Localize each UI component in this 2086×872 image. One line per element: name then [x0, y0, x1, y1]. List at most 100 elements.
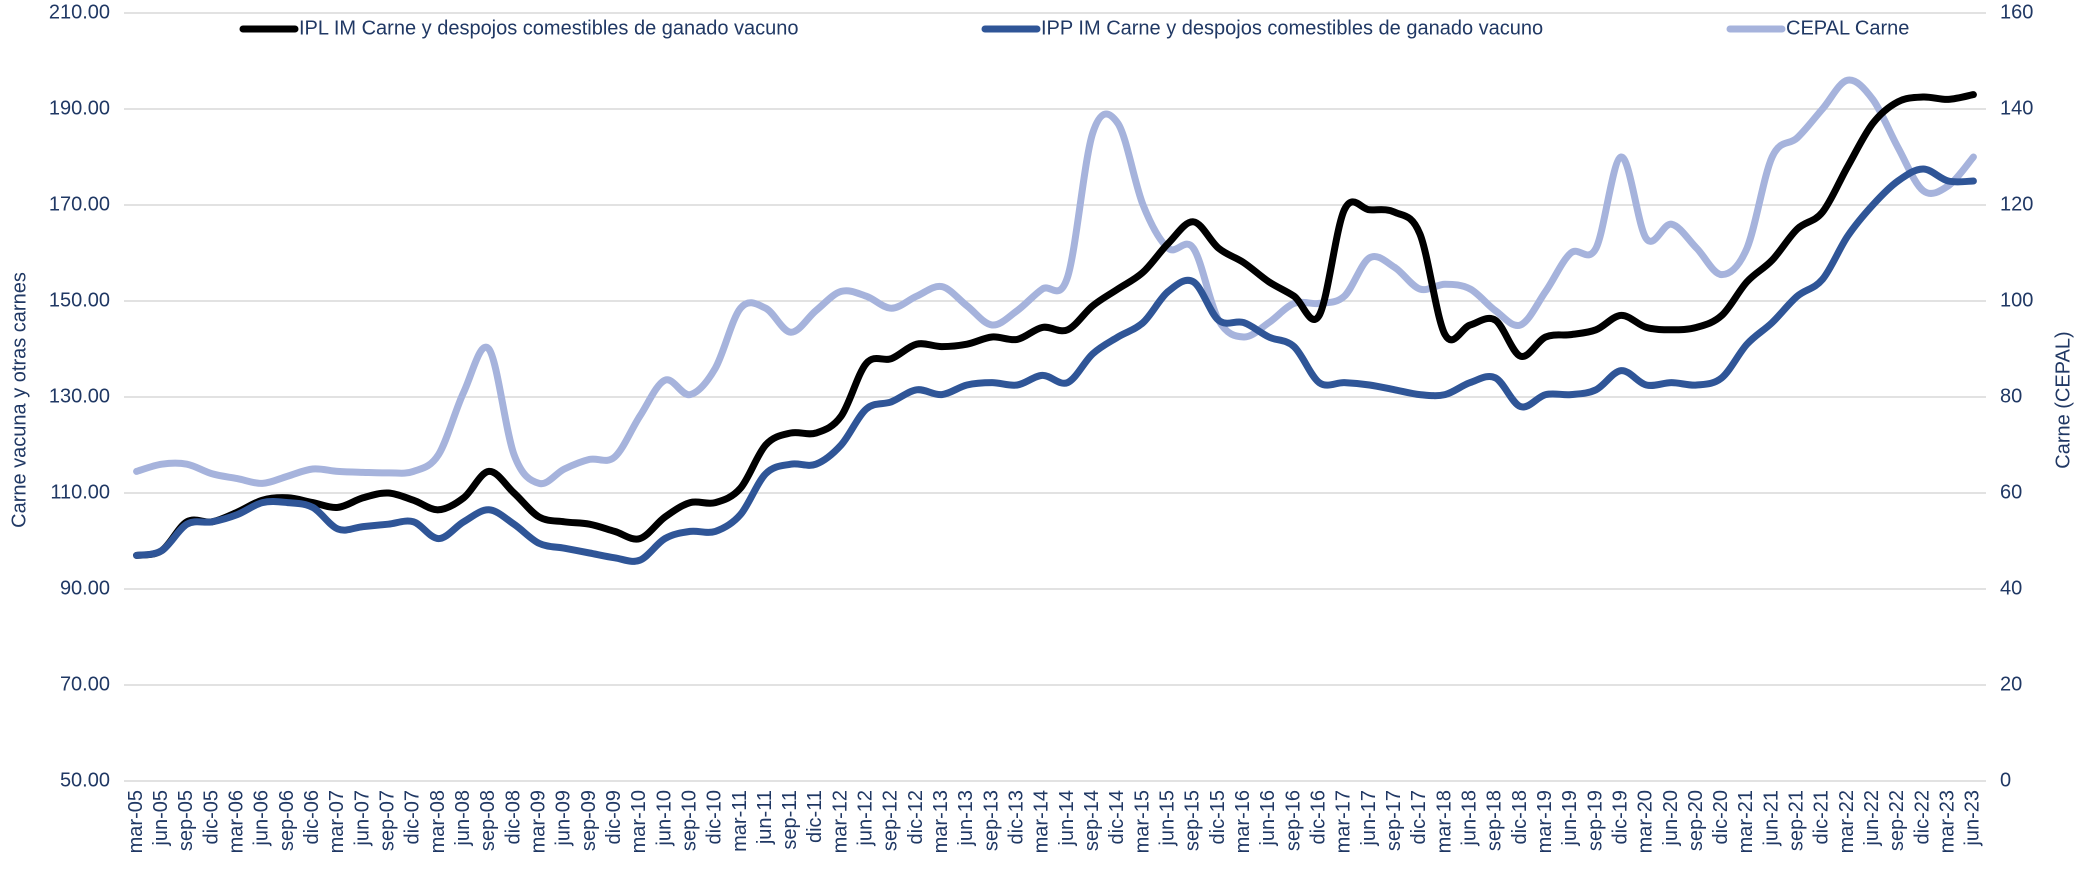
y2-tick-label: 140 [2000, 97, 2033, 119]
x-tick-label: dic-15 [1207, 790, 1229, 844]
x-tick-label: sep-11 [779, 790, 801, 850]
x-tick-label: mar-23 [1937, 790, 1959, 853]
y2-tick-label: 160 [2000, 1, 2033, 23]
x-tick-label: mar-13 [930, 790, 952, 853]
x-tick-label: jun-18 [1458, 790, 1480, 847]
x-tick-label: jun-13 [955, 790, 977, 847]
x-tick-label: jun-20 [1660, 790, 1682, 847]
y2-tick-label: 80 [2000, 385, 2022, 407]
x-tick-label: mar-15 [1131, 790, 1153, 853]
x-tick-label: dic-07 [402, 790, 424, 844]
x-tick-label: dic-19 [1609, 790, 1631, 844]
x-tick-label: sep-22 [1886, 790, 1908, 851]
data-line [133, 76, 1977, 488]
y2-tick-label: 20 [2000, 673, 2022, 695]
x-tick-label: jun-08 [452, 790, 474, 847]
x-tick-label: mar-14 [1031, 790, 1053, 853]
x-tick-label: dic-12 [905, 790, 927, 844]
legend-label: CEPAL Carne [1786, 17, 1909, 39]
x-tick-label: jun-16 [1257, 790, 1279, 847]
x-tick-label: jun-22 [1861, 790, 1883, 847]
x-tick-label: mar-16 [1232, 790, 1254, 853]
x-tick-label: dic-21 [1811, 790, 1833, 844]
x-tick-label: sep-12 [880, 790, 902, 851]
x-tick-label: dic-18 [1509, 790, 1531, 844]
x-tick-label: mar-08 [427, 790, 449, 853]
x-tick-label: dic-13 [1006, 790, 1028, 844]
y-tick-label: 70.00 [60, 673, 110, 695]
x-tick-label: jun-15 [1157, 790, 1179, 847]
y-tick-label: 170.00 [49, 193, 110, 215]
x-tick-label: mar-21 [1735, 790, 1757, 853]
x-tick-label: mar-10 [628, 790, 650, 853]
x-tick-label: dic-14 [1106, 790, 1128, 844]
x-tick-label: dic-08 [502, 790, 524, 844]
x-tick-label: jun-10 [653, 790, 675, 847]
y2-tick-label: 100 [2000, 289, 2033, 311]
data-line [133, 165, 1977, 565]
x-tick-label: sep-18 [1484, 790, 1506, 851]
x-tick-label: jun-12 [855, 790, 877, 847]
x-tick-label: mar-07 [326, 790, 348, 853]
x-tick-label: dic-16 [1307, 790, 1329, 844]
x-tick-label: sep-13 [980, 790, 1002, 851]
x-tick-label: mar-09 [527, 790, 549, 853]
y2-axis-title: Carne (CEPAL) [2052, 331, 2074, 468]
x-tick-label: mar-11 [729, 790, 751, 852]
x-tick-label: mar-22 [1836, 790, 1858, 853]
x-tick-label: dic-17 [1408, 790, 1430, 844]
y2-tick-label: 60 [2000, 481, 2022, 503]
legend-label: IPL IM Carne y despojos comestibles de g… [299, 17, 799, 39]
x-tick-label: jun-23 [1962, 790, 1984, 847]
y-tick-label: 150.00 [49, 289, 110, 311]
x-tick-label: jun-09 [553, 790, 575, 847]
x-tick-label: mar-06 [226, 790, 248, 853]
x-tick-label: sep-20 [1685, 790, 1707, 851]
legend-label: IPP IM Carne y despojos comestibles de g… [1041, 17, 1543, 39]
y-axis-title: Carne vacuna y otras carnes [8, 272, 30, 528]
x-tick-label: sep-17 [1383, 790, 1405, 851]
x-tick-label: sep-07 [376, 790, 398, 851]
x-tick-label: sep-16 [1282, 790, 1304, 851]
x-tick-label: mar-19 [1534, 790, 1556, 853]
y-tick-label: 210.00 [49, 1, 110, 23]
x-tick-label: mar-18 [1433, 790, 1455, 853]
y-tick-label: 110.00 [50, 481, 110, 503]
x-tick-label: sep-10 [678, 790, 700, 851]
x-tick-label: dic-22 [1911, 790, 1933, 844]
x-tick-label: sep-15 [1182, 790, 1204, 851]
y2-tick-label: 0 [2000, 769, 2011, 791]
x-tick-label: mar-12 [829, 790, 851, 853]
x-tick-label: jun-07 [351, 790, 373, 847]
x-tick-label: sep-21 [1786, 790, 1808, 851]
x-tick-label: sep-05 [175, 790, 197, 851]
x-tick-label: dic-20 [1710, 790, 1732, 844]
x-tick-label: sep-19 [1584, 790, 1606, 851]
x-tick-label: jun-05 [150, 790, 172, 847]
y-tick-label: 130.00 [49, 385, 110, 407]
y2-tick-label: 120 [2000, 193, 2033, 215]
x-tick-label: jun-06 [251, 790, 273, 847]
x-tick-label: dic-11 [804, 790, 826, 843]
x-tick-label: jun-21 [1760, 790, 1782, 847]
x-tick-label: jun-19 [1559, 790, 1581, 847]
x-tick-label: dic-09 [603, 790, 625, 844]
x-tick-label: mar-20 [1635, 790, 1657, 853]
y-tick-label: 50.00 [60, 769, 110, 791]
data-line [133, 91, 1977, 559]
y-tick-label: 90.00 [60, 577, 110, 599]
x-tick-label: sep-06 [276, 790, 298, 851]
x-tick-label: dic-05 [200, 790, 222, 844]
x-tick-label: jun-11 [754, 790, 776, 845]
y-tick-label: 190.00 [49, 97, 110, 119]
x-tick-label: jun-14 [1056, 790, 1078, 847]
x-tick-label: sep-14 [1081, 790, 1103, 851]
x-tick-label: sep-09 [578, 790, 600, 851]
x-tick-label: dic-06 [301, 790, 323, 844]
x-tick-label: dic-10 [704, 790, 726, 844]
x-tick-label: jun-17 [1358, 790, 1380, 847]
y2-tick-label: 40 [2000, 577, 2022, 599]
x-tick-label: sep-08 [477, 790, 499, 851]
x-tick-label: mar-17 [1333, 790, 1355, 853]
